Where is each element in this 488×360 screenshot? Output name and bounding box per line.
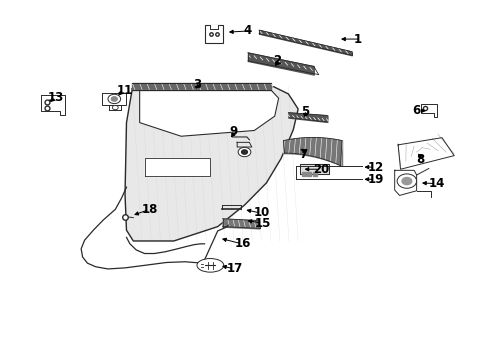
Polygon shape xyxy=(144,158,210,176)
Polygon shape xyxy=(125,87,298,241)
Polygon shape xyxy=(397,138,453,169)
Text: 13: 13 xyxy=(48,91,64,104)
Text: 3: 3 xyxy=(193,78,201,91)
Text: 10: 10 xyxy=(253,207,269,220)
Text: 11: 11 xyxy=(116,84,132,97)
Circle shape xyxy=(112,105,118,110)
Polygon shape xyxy=(140,90,278,136)
Text: 9: 9 xyxy=(228,125,237,138)
Polygon shape xyxy=(41,95,64,115)
Polygon shape xyxy=(210,25,218,29)
Text: 2: 2 xyxy=(272,54,280,67)
Text: 14: 14 xyxy=(428,177,444,190)
Text: 7: 7 xyxy=(299,148,307,161)
Text: 19: 19 xyxy=(366,173,383,186)
Text: 6: 6 xyxy=(411,104,419,117)
FancyBboxPatch shape xyxy=(204,25,223,43)
Circle shape xyxy=(241,150,247,154)
Circle shape xyxy=(238,147,250,157)
Circle shape xyxy=(111,97,117,101)
Text: 17: 17 xyxy=(226,262,243,275)
Ellipse shape xyxy=(197,258,224,272)
Text: 4: 4 xyxy=(243,24,251,37)
Circle shape xyxy=(108,94,121,104)
Text: 1: 1 xyxy=(353,32,361,46)
Polygon shape xyxy=(299,164,328,174)
Text: 20: 20 xyxy=(312,163,328,176)
Text: 5: 5 xyxy=(301,105,309,118)
Text: 18: 18 xyxy=(142,203,158,216)
Text: 12: 12 xyxy=(366,161,383,174)
Circle shape xyxy=(396,174,416,188)
Polygon shape xyxy=(420,104,436,117)
Text: 16: 16 xyxy=(234,237,251,250)
Text: 15: 15 xyxy=(254,216,270,230)
Circle shape xyxy=(401,177,411,185)
Text: 8: 8 xyxy=(415,153,424,166)
